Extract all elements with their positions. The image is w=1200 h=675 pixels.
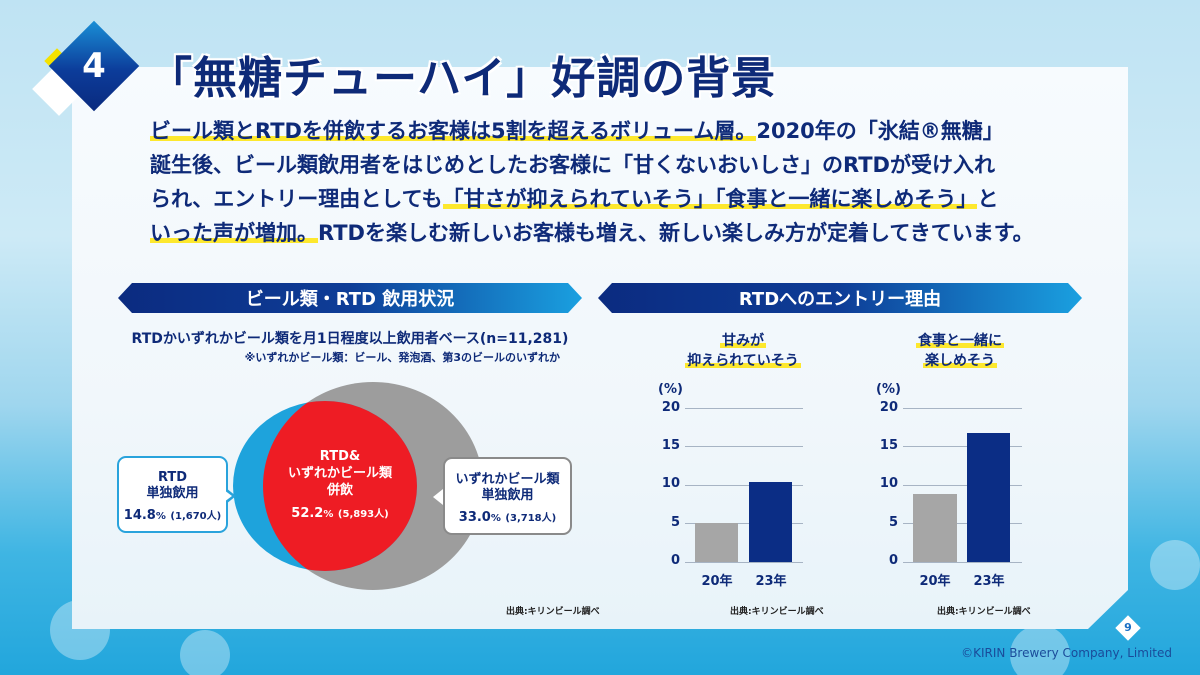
beer-only-pct: 33.0 <box>458 510 491 525</box>
background-bokeh <box>180 630 230 675</box>
body-text: 2020年の「氷結®無糖」 <box>756 119 1004 143</box>
chart1-gridline <box>685 485 803 486</box>
body-text: と <box>977 187 999 211</box>
chart2-gridline <box>903 408 1022 409</box>
highlighted-text: 「甘さが抑えられていそう」「食事と一緒に楽しめそう」 <box>442 187 978 211</box>
callout-label: RTD <box>157 470 188 485</box>
rtd-only-count: (1,670人) <box>170 511 222 522</box>
chart2-baseline <box>903 562 1022 563</box>
chart2-y-tick: 20 <box>879 400 898 415</box>
chart1-bar-2020 <box>695 523 738 562</box>
callout-rtd-only: RTD 単独飲用 14.8% (1,670人) <box>117 456 228 533</box>
pct-unit: % <box>323 509 334 520</box>
venn-subtitle: RTDかいずれかビール類を月1日程度以上飲用者ベース(n=11,281) <box>131 331 569 347</box>
body-line: いった声が増加。RTDを楽しむ新しいお客様も増え、新しい楽しみ方が定着してきてい… <box>150 216 1070 250</box>
highlighted-text: いった声が増加。 <box>150 221 318 245</box>
section-header-drinking-status: ビール類・RTD 飲用状況 <box>118 283 582 313</box>
chart1-baseline <box>685 562 803 563</box>
chart1-x-label: 23年 <box>755 574 787 589</box>
chart1-x-label: 20年 <box>701 574 733 589</box>
chart2-y-tick: 15 <box>879 438 898 453</box>
body-line: 誕生後、ビール類飲用者をはじめとしたお客様に「甘くないおいしさ」のRTDが受け入… <box>150 148 1070 182</box>
chart1-gridline <box>685 408 803 409</box>
body-text: 誕生後、ビール類飲用者をはじめとしたお客様に「甘くないおいしさ」のRTDが受け入… <box>150 153 995 177</box>
background-bokeh <box>1010 625 1070 675</box>
background-bokeh <box>1150 540 1200 590</box>
body-line: ビール類とRTDを併飲するお客様は5割を超えるボリューム層。2020年の「氷結®… <box>150 114 1070 148</box>
chart1-y-tick: 15 <box>661 438 680 453</box>
chart2-y-tick: 5 <box>888 515 898 530</box>
chart2-bar-2020 <box>913 494 957 562</box>
section-header-entry-reasons: RTDへのエントリー理由 <box>598 283 1082 313</box>
chart1-title: 甘みが 抑えられていそう <box>653 331 833 371</box>
overlap-label-line: いずれかビール類 <box>287 466 392 481</box>
callout-value: 14.8% (1,670人) <box>119 507 226 523</box>
source-note: 出典:キリンビール調べ <box>730 607 824 617</box>
chart2-gridline <box>903 523 1022 524</box>
page-title: 「無糖チューハイ」好調の背景 <box>148 53 777 104</box>
callout-beer-only: いずれかビール類 単独飲用 33.0% (3,718人) <box>443 457 572 535</box>
callout-value: 33.0% (3,718人) <box>445 509 570 525</box>
chart2-bar-2023 <box>967 433 1010 562</box>
body-text: RTDを楽しむ新しいお客様も増え、新しい楽しみ方が定着してきています。 <box>318 221 1034 245</box>
chart1-y-unit: (%) <box>658 382 683 397</box>
source-note: 出典:キリンビール調べ <box>506 607 600 617</box>
callout-label: 単独飲用 <box>146 486 199 501</box>
chart2-gridline <box>903 446 1022 447</box>
chart2-y-tick: 10 <box>879 476 898 491</box>
chart1-y-tick: 10 <box>661 476 680 491</box>
chart2-title-line: 楽しめそう <box>923 353 997 369</box>
pct-unit: % <box>490 513 501 524</box>
venn-overlap <box>263 401 417 571</box>
chart2-x-label: 23年 <box>973 574 1005 589</box>
overlap-pct: 52.2 <box>291 506 324 521</box>
chart1-y-tick: 0 <box>670 553 680 568</box>
highlighted-text: ビール類とRTDを併飲するお客様は5割を超えるボリューム層。 <box>150 119 757 143</box>
body-paragraph: ビール類とRTDを併飲するお客様は5割を超えるボリューム層。2020年の「氷結®… <box>150 114 1070 250</box>
chart2-title: 食事と一緒に 楽しめそう <box>870 331 1050 371</box>
venn-overlap-label: RTD& いずれかビール類 併飲 52.2% (5,893人) <box>263 448 417 523</box>
section-number: 4 <box>82 46 106 86</box>
rtd-only-pct: 14.8 <box>123 508 156 523</box>
overlap-value: 52.2% (5,893人) <box>263 505 417 523</box>
chart1-gridline <box>685 523 803 524</box>
pct-unit: % <box>155 511 166 522</box>
overlap-label-line: 併飲 <box>326 483 353 498</box>
copyright: ©KIRIN Brewery Company, Limited <box>961 646 1172 660</box>
beer-only-count: (3,718人) <box>505 513 557 524</box>
page-number: 9 <box>1124 621 1132 634</box>
source-note: 出典:キリンビール調べ <box>937 607 1031 617</box>
chart1-gridline <box>685 446 803 447</box>
overlap-count: (5,893人) <box>337 509 389 520</box>
callout-label: いずれかビール類 <box>455 472 560 487</box>
chart1-title-line: 甘みが <box>720 333 766 349</box>
body-line: られ、エントリー理由としても「甘さが抑えられていそう」「食事と一緒に楽しめそう」… <box>150 182 1070 216</box>
chart1-bar-2023 <box>749 482 792 562</box>
chart1-y-tick: 20 <box>661 400 680 415</box>
callout-pointer-inner <box>224 490 232 502</box>
chart1-y-tick: 5 <box>670 515 680 530</box>
chart1-title-line: 抑えられていそう <box>685 353 801 369</box>
venn-note: ※いずれかビール類：ビール、発泡酒、第3のビールのいずれか <box>244 351 560 364</box>
callout-label: 単独飲用 <box>481 488 534 503</box>
body-text: られ、エントリー理由としても <box>150 187 443 211</box>
chart2-gridline <box>903 485 1022 486</box>
chart2-y-tick: 0 <box>888 553 898 568</box>
chart2-y-unit: (%) <box>876 382 901 397</box>
chart2-title-line: 食事と一緒に <box>916 333 1004 349</box>
overlap-label-line: RTD& <box>319 449 361 464</box>
chart2-x-label: 20年 <box>919 574 951 589</box>
callout-pointer <box>433 489 443 505</box>
